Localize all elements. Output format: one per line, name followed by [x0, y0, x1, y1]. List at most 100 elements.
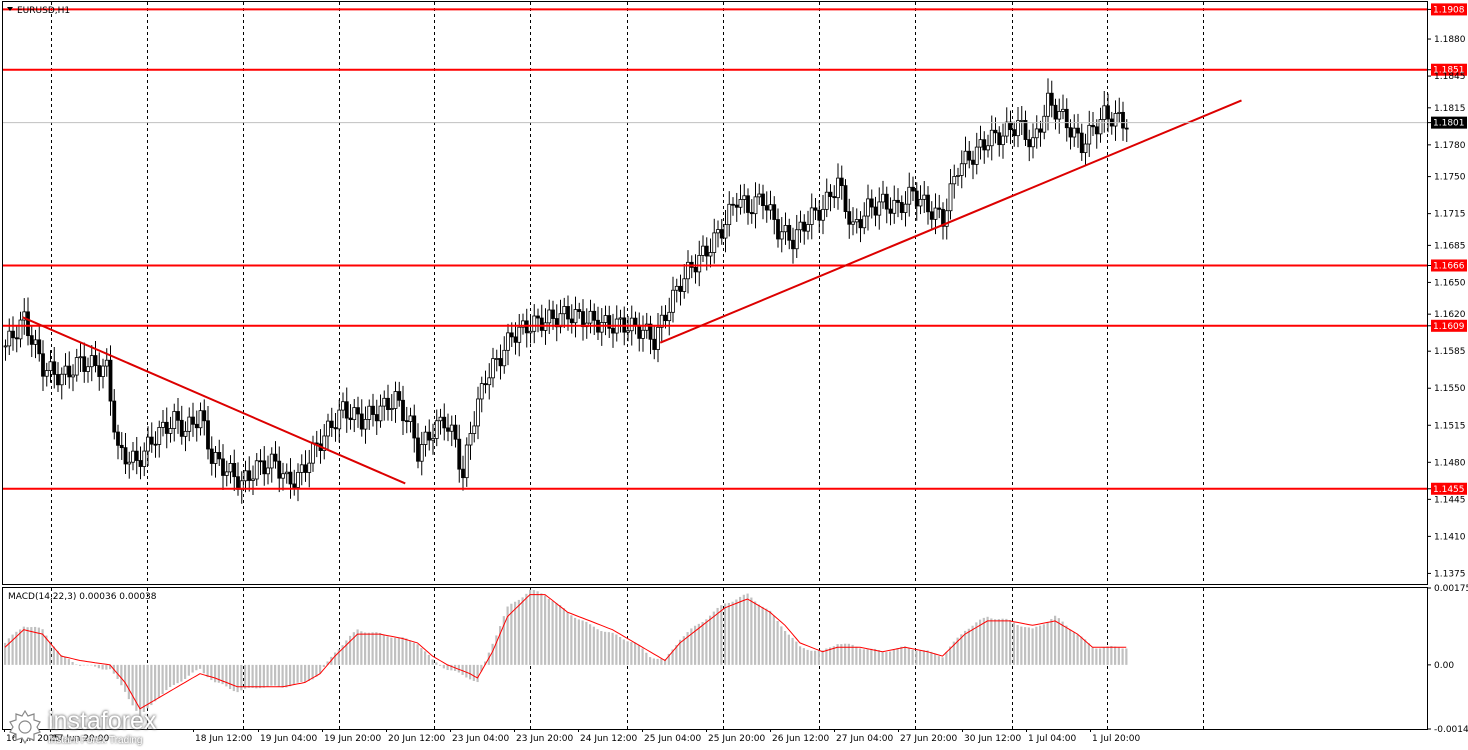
candle-body [667, 311, 672, 322]
macd-bar [664, 659, 667, 665]
macd-bar [690, 628, 693, 665]
macd-bar [904, 646, 907, 665]
price-tick-label: 1.1375 [1434, 569, 1466, 579]
price-tick-label: 1.1815 [1434, 104, 1466, 114]
time-tick-label: 24 Jun 12:00 [580, 734, 637, 744]
candle-body [888, 208, 893, 214]
macd-bar [64, 656, 67, 665]
candle-body [296, 471, 300, 488]
price-tick-label: 1.1780 [1434, 141, 1466, 151]
candle-body [727, 203, 732, 226]
macd-bar [637, 644, 640, 665]
macd-bar [615, 634, 618, 665]
candle-body [611, 327, 615, 334]
macd-bar [22, 626, 25, 665]
candle-body [382, 397, 387, 407]
candle-body [757, 193, 762, 198]
candle-body [971, 159, 975, 165]
macd-bar [1016, 625, 1019, 665]
time-tick-label: 26 Jun 12:00 [772, 734, 829, 744]
macd-bar [116, 664, 119, 679]
macd-bar [292, 664, 295, 685]
candle-body [513, 336, 518, 343]
candle-body [1008, 121, 1013, 131]
candle-body [963, 150, 968, 165]
macd-histogram [4, 589, 1128, 717]
candle-body [198, 410, 203, 429]
candle-body [577, 309, 582, 312]
candle-body [836, 177, 840, 199]
candle-body [794, 229, 799, 250]
macd-bar [247, 664, 250, 688]
macd-bar [881, 651, 884, 665]
macd-bar [712, 611, 715, 665]
candle-body [753, 196, 758, 215]
candle-body [869, 198, 874, 208]
candle-body [397, 391, 402, 401]
macd-bar [577, 619, 580, 665]
candle-body [326, 420, 330, 437]
macd-bar [105, 664, 108, 670]
macd-bar [49, 641, 52, 665]
candle-body [674, 285, 679, 291]
macd-bar [521, 597, 524, 665]
price-tag-box [1431, 3, 1467, 16]
macd-bar [334, 652, 337, 665]
macd-bar [949, 646, 952, 665]
macd-bar [240, 664, 243, 691]
candle-body [1102, 105, 1107, 120]
macd-bar [270, 664, 273, 686]
macd-bar [4, 642, 7, 665]
candle-body [206, 420, 210, 450]
macd-bar [922, 650, 925, 665]
macd-bar [780, 626, 783, 665]
candle-body [142, 450, 147, 467]
candle-body [524, 320, 529, 334]
instaforex-logo: instaforex Instant Forex Trading [4, 706, 182, 748]
candle-body [502, 349, 507, 367]
macd-bar [255, 664, 258, 689]
macd-bar [19, 629, 22, 665]
candle-body [1068, 127, 1073, 138]
macd-bar [975, 622, 978, 665]
candle-body [74, 357, 79, 376]
macd-bar [34, 626, 37, 665]
collapse-triangle-icon[interactable] [7, 7, 13, 11]
macd-bar [169, 664, 172, 688]
candle-body [176, 411, 180, 421]
macd-bar [120, 664, 123, 686]
time-tick-label: 25 Jun 04:00 [644, 734, 701, 744]
macd-bar [281, 664, 284, 688]
candle-body [393, 391, 398, 409]
candle-body [494, 358, 499, 360]
support-resistance-levels [3, 8, 1427, 490]
candle-body [232, 463, 237, 478]
macd-bar [135, 664, 138, 711]
macd-bar [221, 664, 224, 685]
candle-body [806, 224, 810, 232]
time-tick-label: 19 Jun 20:00 [324, 734, 381, 744]
candle-body [1083, 143, 1088, 154]
candle-body [656, 326, 660, 350]
candle-body [521, 320, 525, 328]
macd-bar [1020, 626, 1023, 665]
macd-bar [450, 664, 453, 671]
candle-body [1031, 137, 1035, 148]
candle-body [944, 210, 949, 227]
macd-bar [742, 594, 745, 665]
candle-body [258, 460, 263, 463]
candle-body [1061, 108, 1065, 112]
candle-body [352, 407, 357, 421]
macd-bar [990, 618, 993, 665]
macd-bar [379, 632, 382, 665]
candle-body [303, 464, 308, 473]
candle-body [644, 323, 649, 331]
candle-body [374, 414, 379, 422]
candle-body [281, 473, 285, 479]
candle-body [678, 285, 683, 292]
candle-body [419, 444, 424, 462]
macd-bar [360, 631, 363, 665]
candle-body [708, 252, 713, 257]
candle-body [371, 405, 375, 415]
